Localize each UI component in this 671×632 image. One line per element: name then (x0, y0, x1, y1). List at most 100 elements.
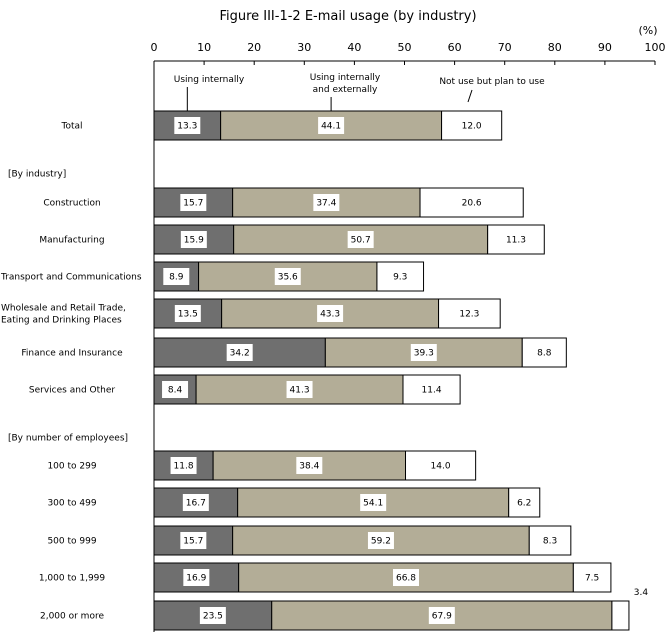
bar-segment (611, 600, 630, 631)
unit-label: (%) (638, 24, 657, 37)
data-label: 12.0 (462, 122, 482, 132)
data-label-box (318, 117, 345, 134)
data-label: 8.4 (168, 386, 183, 396)
data-label: 41.3 (290, 386, 310, 396)
category-labels: Total [By industry] Construction Manufactur… (0, 122, 142, 622)
data-label-box (428, 607, 455, 624)
group-header-label: [By industry] (8, 170, 66, 180)
data-label-box (393, 569, 420, 586)
data-label-box (174, 117, 201, 134)
x-tick-label: 0 (151, 41, 158, 54)
data-label-box (183, 569, 210, 586)
data-label: 37.4 (316, 199, 336, 209)
x-tick-label: 60 (448, 41, 462, 54)
category-label: 1,000 to 1,999 (39, 574, 106, 584)
data-label: 12.3 (459, 310, 479, 320)
data-label-box (274, 268, 301, 285)
data-label-box (174, 305, 201, 322)
data-label-box (347, 231, 374, 248)
series-annotation-label: and externally (313, 85, 378, 95)
data-label: 13.5 (178, 310, 198, 320)
series-annotation-label: Using internally (174, 75, 245, 85)
series-annotations: Using internally Using internally and exte… (174, 73, 545, 111)
x-axis: 0 10 20 30 40 50 60 70 80 90 100 (151, 41, 666, 632)
data-label: 7.5 (585, 574, 599, 584)
x-tick-label: 80 (548, 41, 562, 54)
data-label-box (458, 194, 485, 211)
series-annotation-label: Using internally (310, 73, 381, 83)
data-label: 15.7 (183, 537, 203, 547)
data-label: 54.1 (363, 499, 383, 509)
data-label: 15.9 (184, 236, 204, 246)
data-label: 15.7 (183, 199, 203, 209)
category-label: Finance and Insurance (21, 349, 123, 359)
data-label: 50.7 (351, 236, 371, 246)
data-label-box (286, 381, 313, 398)
group-header-label: [By number of employees] (8, 434, 128, 444)
data-label: 8.9 (169, 273, 184, 283)
data-label-box (180, 194, 207, 211)
data-label-box (531, 344, 558, 361)
category-label: Transport and Communications (0, 273, 142, 283)
x-tick-label: 90 (598, 41, 612, 54)
x-tick-label: 100 (645, 41, 666, 54)
data-label: 11.8 (174, 462, 194, 472)
bar-segment (153, 298, 223, 329)
category-label: 300 to 499 (47, 499, 96, 509)
data-label-box (182, 494, 209, 511)
category-label: 500 to 999 (47, 537, 96, 547)
x-tick-label: 50 (398, 41, 412, 54)
data-label: 11.4 (422, 386, 442, 396)
x-tick-label: 40 (347, 41, 361, 54)
category-label: 2,000 or more (40, 612, 104, 622)
data-label: 59.2 (371, 537, 391, 547)
data-label-box (502, 231, 529, 248)
data-label: 14.0 (431, 462, 451, 472)
category-label: Services and Other (29, 386, 115, 396)
annotation-leader (467, 89, 473, 103)
data-label-box (296, 457, 323, 474)
data-label: 35.6 (278, 273, 298, 283)
chart-title: Figure III-1-2 E-mail usage (by industry… (219, 9, 476, 24)
data-label-box (537, 532, 564, 549)
data-label: 39.3 (414, 349, 434, 359)
data-label: 23.5 (203, 612, 223, 622)
category-label: Manufacturing (39, 236, 104, 246)
data-label-box (579, 569, 606, 586)
data-label: 66.8 (396, 574, 416, 584)
data-label-box (387, 268, 414, 285)
data-label-box (226, 344, 253, 361)
data-label: 34.2 (230, 349, 250, 359)
data-label: 11.3 (506, 236, 526, 246)
data-label: 38.4 (299, 462, 319, 472)
data-label: 16.9 (186, 574, 206, 584)
category-label: Eating and Drinking Places (1, 316, 122, 326)
data-label: 13.3 (177, 122, 197, 132)
data-label-box (418, 381, 445, 398)
data-label: 9.3 (393, 273, 407, 283)
data-label-box (427, 457, 454, 474)
data-label: 43.3 (320, 310, 340, 320)
data-label-box (456, 305, 483, 322)
data-label-box (458, 117, 485, 134)
data-label-box (180, 231, 207, 248)
data-label-box (360, 494, 387, 511)
data-label: 6.2 (517, 499, 531, 509)
data-label-box (162, 381, 189, 398)
data-label: 16.7 (186, 499, 206, 509)
data-label: 20.6 (462, 199, 482, 209)
series-annotation-label: Not use but plan to use (439, 77, 545, 87)
data-label-box (511, 494, 538, 511)
data-label-box (317, 305, 344, 322)
x-tick-label: 20 (247, 41, 261, 54)
category-label: 100 to 299 (47, 462, 96, 472)
data-label-box (170, 457, 197, 474)
category-label: Total (60, 122, 82, 132)
data-label: 8.8 (537, 349, 552, 359)
data-label-box (163, 268, 190, 285)
data-label: 8.3 (543, 537, 557, 547)
bars: 13.3 44.1 12.0 15.7 37.4 20.6 15.9 50.7 11.3 8.9 3… (153, 110, 649, 631)
data-label: 3.4 (634, 588, 649, 598)
x-tick-label: 10 (197, 41, 211, 54)
